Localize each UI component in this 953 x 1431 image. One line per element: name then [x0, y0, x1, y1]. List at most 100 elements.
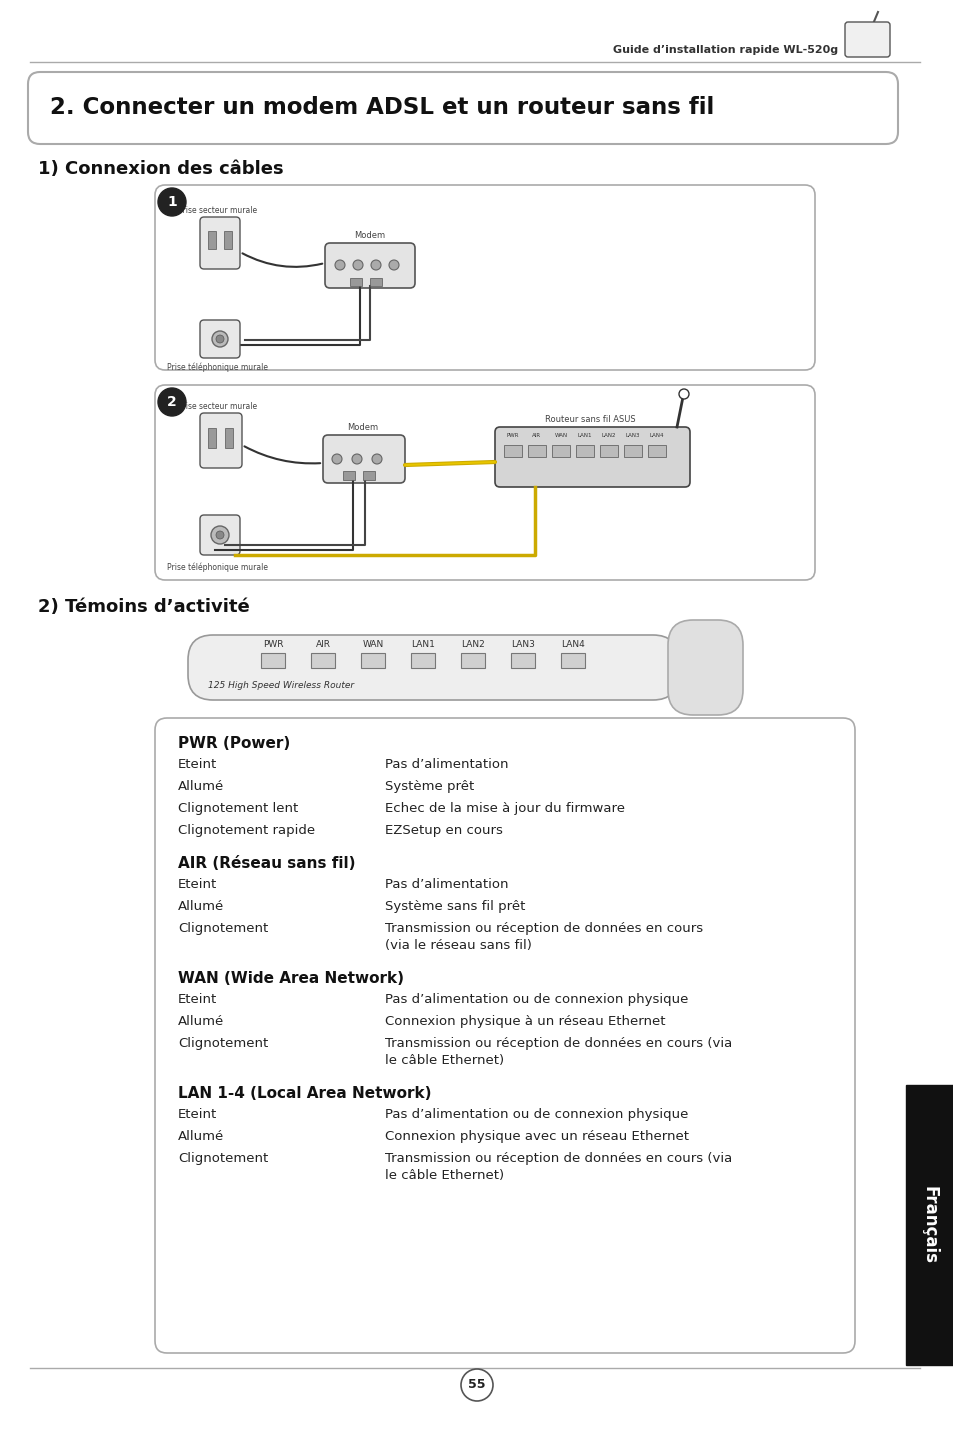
Bar — [647, 445, 665, 456]
FancyBboxPatch shape — [154, 385, 814, 580]
Text: Eteint: Eteint — [178, 879, 217, 892]
Text: Clignotement: Clignotement — [178, 922, 268, 934]
Text: Clignotement lent: Clignotement lent — [178, 801, 298, 816]
Text: Connexion physique avec un réseau Ethernet: Connexion physique avec un réseau Ethern… — [385, 1130, 688, 1143]
Text: 2) Témoins d’activité: 2) Témoins d’activité — [38, 598, 250, 615]
Bar — [576, 445, 594, 456]
FancyBboxPatch shape — [200, 218, 240, 269]
Text: Prise secteur murale: Prise secteur murale — [178, 402, 257, 411]
Bar — [343, 471, 355, 479]
Text: LAN2: LAN2 — [601, 434, 616, 438]
Text: LAN4: LAN4 — [560, 640, 584, 650]
Bar — [905, 1085, 953, 1365]
Text: Système prêt: Système prêt — [385, 780, 474, 793]
Bar — [350, 278, 361, 286]
Text: Eteint: Eteint — [178, 993, 217, 1006]
Bar — [363, 471, 375, 479]
Text: PWR (Power): PWR (Power) — [178, 736, 290, 751]
Text: Guide d’installation rapide WL-520g: Guide d’installation rapide WL-520g — [612, 44, 837, 54]
FancyBboxPatch shape — [495, 426, 689, 487]
FancyBboxPatch shape — [325, 243, 415, 288]
Text: LAN1: LAN1 — [411, 640, 435, 650]
Text: Modem: Modem — [347, 424, 378, 432]
Circle shape — [158, 388, 186, 416]
FancyBboxPatch shape — [200, 515, 240, 555]
Text: Echec de la mise à jour du firmware: Echec de la mise à jour du firmware — [385, 801, 624, 816]
Text: Transmission ou réception de données en cours (via: Transmission ou réception de données en … — [385, 1037, 732, 1050]
Text: Modem: Modem — [355, 230, 385, 240]
Text: Prise téléphonique murale: Prise téléphonique murale — [168, 562, 268, 572]
Bar — [208, 230, 215, 249]
Text: 55: 55 — [468, 1378, 485, 1391]
Text: (via le réseau sans fil): (via le réseau sans fil) — [385, 939, 532, 952]
Circle shape — [353, 260, 363, 270]
Bar — [370, 278, 381, 286]
Circle shape — [332, 454, 341, 464]
Text: Système sans fil prêt: Système sans fil prêt — [385, 900, 525, 913]
FancyBboxPatch shape — [188, 635, 678, 700]
Text: 125 High Speed Wireless Router: 125 High Speed Wireless Router — [208, 681, 354, 690]
Bar — [360, 653, 385, 668]
Text: Eteint: Eteint — [178, 758, 217, 771]
Circle shape — [211, 527, 229, 544]
Circle shape — [371, 260, 380, 270]
Text: EZSetup en cours: EZSetup en cours — [385, 824, 502, 837]
FancyBboxPatch shape — [200, 414, 242, 468]
Text: LAN3: LAN3 — [625, 434, 639, 438]
Bar — [224, 230, 232, 249]
Circle shape — [389, 260, 398, 270]
Circle shape — [215, 335, 224, 343]
Bar — [552, 445, 569, 456]
Text: Transmission ou réception de données en cours: Transmission ou réception de données en … — [385, 922, 702, 934]
Text: LAN1: LAN1 — [578, 434, 592, 438]
Text: 1: 1 — [167, 195, 176, 209]
Text: Pas d’alimentation: Pas d’alimentation — [385, 758, 508, 771]
Bar — [311, 653, 335, 668]
Bar — [460, 653, 484, 668]
Bar — [411, 653, 435, 668]
Text: Allumé: Allumé — [178, 900, 224, 913]
Text: Pas d’alimentation ou de connexion physique: Pas d’alimentation ou de connexion physi… — [385, 993, 688, 1006]
Text: WAN (Wide Area Network): WAN (Wide Area Network) — [178, 972, 403, 986]
Text: LAN4: LAN4 — [649, 434, 663, 438]
Text: Clignotement: Clignotement — [178, 1152, 268, 1165]
Text: Connexion physique à un réseau Ethernet: Connexion physique à un réseau Ethernet — [385, 1015, 665, 1027]
Bar — [527, 445, 545, 456]
Text: Pas d’alimentation ou de connexion physique: Pas d’alimentation ou de connexion physi… — [385, 1108, 688, 1120]
Bar — [511, 653, 535, 668]
Text: le câble Ethernet): le câble Ethernet) — [385, 1169, 503, 1182]
Text: AIR: AIR — [315, 640, 330, 650]
Text: WAN: WAN — [554, 434, 567, 438]
Text: AIR (Réseau sans fil): AIR (Réseau sans fil) — [178, 856, 355, 871]
Text: Clignotement: Clignotement — [178, 1037, 268, 1050]
Text: 1) Connexion des câbles: 1) Connexion des câbles — [38, 160, 283, 177]
Circle shape — [335, 260, 345, 270]
FancyBboxPatch shape — [154, 718, 854, 1352]
Text: Pas d’alimentation: Pas d’alimentation — [385, 879, 508, 892]
FancyBboxPatch shape — [28, 72, 897, 145]
Text: 2. Connecter un modem ADSL et un routeur sans fil: 2. Connecter un modem ADSL et un routeur… — [50, 96, 714, 120]
FancyBboxPatch shape — [154, 185, 814, 371]
Text: Prise téléphonique murale: Prise téléphonique murale — [168, 363, 268, 372]
Text: LAN2: LAN2 — [460, 640, 484, 650]
Text: Routeur sans fil ASUS: Routeur sans fil ASUS — [544, 415, 635, 424]
Circle shape — [212, 331, 228, 346]
FancyBboxPatch shape — [323, 435, 405, 484]
Text: PWR: PWR — [506, 434, 518, 438]
Text: 2: 2 — [167, 395, 176, 409]
Bar — [599, 445, 618, 456]
Circle shape — [158, 187, 186, 216]
Text: LAN 1-4 (Local Area Network): LAN 1-4 (Local Area Network) — [178, 1086, 431, 1100]
Bar — [503, 445, 521, 456]
Text: Eteint: Eteint — [178, 1108, 217, 1120]
Bar — [261, 653, 285, 668]
FancyBboxPatch shape — [200, 321, 240, 358]
Bar — [623, 445, 641, 456]
Text: LAN3: LAN3 — [511, 640, 535, 650]
Bar — [560, 653, 584, 668]
Bar — [208, 428, 215, 448]
Text: WAN: WAN — [362, 640, 383, 650]
Text: Français: Français — [920, 1186, 938, 1264]
Text: PWR: PWR — [262, 640, 283, 650]
Circle shape — [215, 531, 224, 539]
